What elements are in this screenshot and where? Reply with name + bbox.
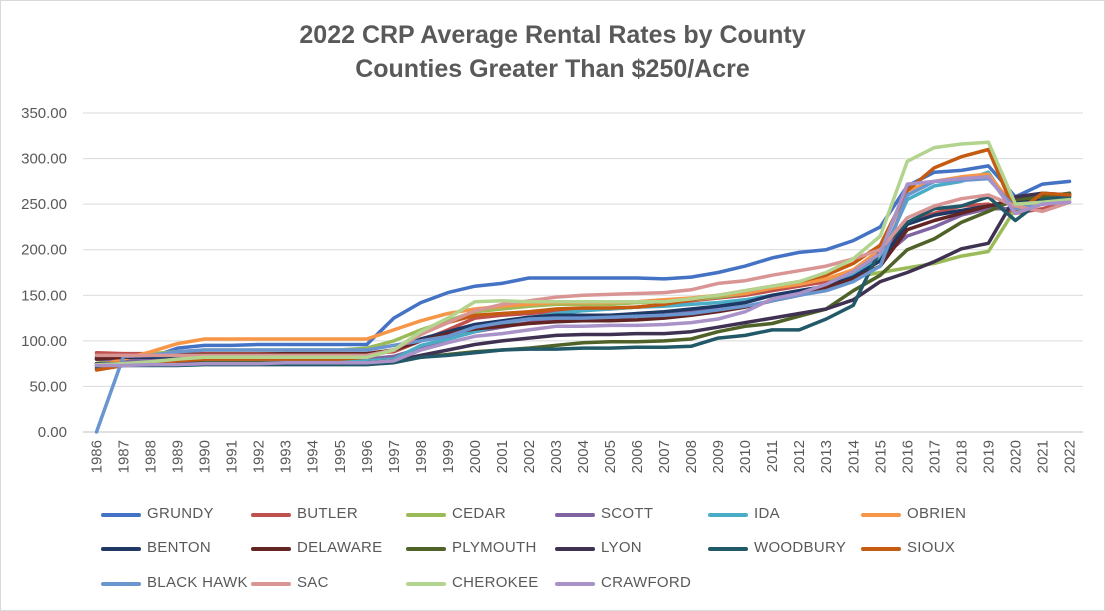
x-tick-label: 2006	[629, 440, 646, 473]
legend-label: CEDAR	[452, 505, 507, 522]
legend-label: PLYMOUTH	[452, 539, 537, 556]
series-line-black-hawk	[94, 176, 1072, 434]
x-tick-label: 2003	[548, 440, 565, 473]
x-tick-label: 2001	[494, 440, 511, 473]
x-tick-label: 2004	[575, 440, 592, 473]
y-tick-label: 300.00	[21, 151, 67, 168]
legend-swatch	[861, 547, 901, 551]
x-tick-label: 2013	[818, 440, 835, 473]
x-tick-label: 2017	[926, 440, 943, 473]
x-tick-label: 1993	[278, 440, 295, 473]
legend-swatch	[251, 582, 291, 586]
x-tick-label: 2005	[602, 440, 619, 473]
series-line-sioux	[94, 147, 1072, 372]
legend-label: IDA	[754, 505, 780, 522]
x-tick-label: 2009	[710, 440, 727, 473]
chart-title-line-2: Counties Greater Than $250/Acre	[355, 55, 750, 83]
legend-label: SIOUX	[907, 539, 956, 556]
x-tick-label: 1986	[89, 440, 106, 473]
x-tick-label: 1989	[170, 440, 187, 473]
legend-swatch	[555, 582, 595, 586]
series-line-grundy	[94, 164, 1072, 361]
x-tick-label: 1997	[386, 440, 403, 473]
legend-swatch	[251, 513, 291, 517]
x-tick-label: 1987	[116, 440, 133, 473]
x-tick-label: 2008	[683, 440, 700, 473]
x-tick-label: 2010	[737, 440, 754, 473]
x-tick-label: 1991	[224, 440, 241, 473]
legend-label: GRUNDY	[147, 505, 214, 522]
legend-label: DELAWARE	[297, 539, 383, 556]
x-tick-label: 1994	[305, 440, 322, 473]
legend-swatch	[708, 547, 748, 551]
legend-label: OBRIEN	[907, 505, 967, 522]
y-tick-label: 0.00	[38, 424, 67, 441]
x-tick-label: 2018	[953, 440, 970, 473]
legend-swatch	[406, 547, 446, 551]
legend-label: SCOTT	[601, 505, 654, 522]
legend-swatch	[251, 547, 291, 551]
legend-swatch	[555, 513, 595, 517]
legend-label: BLACK HAWK	[147, 574, 248, 591]
legend-swatch	[101, 582, 141, 586]
legend-label: BENTON	[147, 539, 212, 556]
x-tick-label: 1995	[332, 440, 349, 473]
legend-label: BUTLER	[297, 505, 358, 522]
series-line-obrien	[94, 172, 1072, 369]
legend-swatch	[861, 513, 901, 517]
x-tick-label: 1988	[143, 440, 160, 473]
x-tick-label: 2019	[980, 440, 997, 473]
x-tick-label: 1990	[197, 440, 214, 473]
x-tick-label: 1999	[440, 440, 457, 473]
x-tick-label: 2022	[1061, 440, 1078, 473]
x-tick-label: 2012	[791, 440, 808, 473]
x-tick-label: 2011	[764, 440, 781, 472]
x-tick-label: 2002	[521, 440, 538, 473]
legend-swatch	[708, 513, 748, 517]
legend-label: CHEROKEE	[452, 574, 539, 591]
y-tick-label: 50.00	[29, 378, 67, 395]
x-tick-label: 2014	[845, 440, 862, 473]
legend-label: SAC	[297, 574, 329, 591]
chart-title-line-1: 2022 CRP Average Rental Rates by County	[299, 21, 806, 49]
y-tick-label: 100.00	[21, 333, 67, 350]
legend-label: CRAWFORD	[601, 574, 692, 591]
legend-swatch	[101, 513, 141, 517]
series-line-cherokee	[94, 140, 1072, 367]
legend-swatch	[555, 547, 595, 551]
x-tick-label: 1996	[359, 440, 376, 473]
y-tick-label: 150.00	[21, 287, 67, 304]
series-line-sac	[94, 193, 1072, 358]
x-tick-label: 2016	[899, 440, 916, 473]
x-tick-label: 2021	[1034, 440, 1051, 473]
legend-swatch	[406, 513, 446, 517]
x-tick-label: 1992	[251, 440, 268, 473]
x-tick-label: 2000	[467, 440, 484, 473]
x-tick-label: 2007	[656, 440, 673, 473]
y-tick-label: 200.00	[21, 242, 67, 259]
legend-swatch	[101, 547, 141, 551]
legend-swatch	[406, 582, 446, 586]
legend-label: WOODBURY	[754, 539, 847, 556]
x-tick-label: 2015	[872, 440, 889, 473]
x-tick-label: 2020	[1007, 440, 1024, 473]
x-tick-label: 1998	[413, 440, 430, 473]
y-tick-label: 350.00	[21, 105, 67, 122]
series-line-crawford	[94, 175, 1072, 368]
y-tick-label: 250.00	[21, 196, 67, 213]
chart-title: 2022 CRP Average Rental Rates by County …	[0, 18, 1105, 86]
legend-label: LYON	[601, 539, 642, 556]
